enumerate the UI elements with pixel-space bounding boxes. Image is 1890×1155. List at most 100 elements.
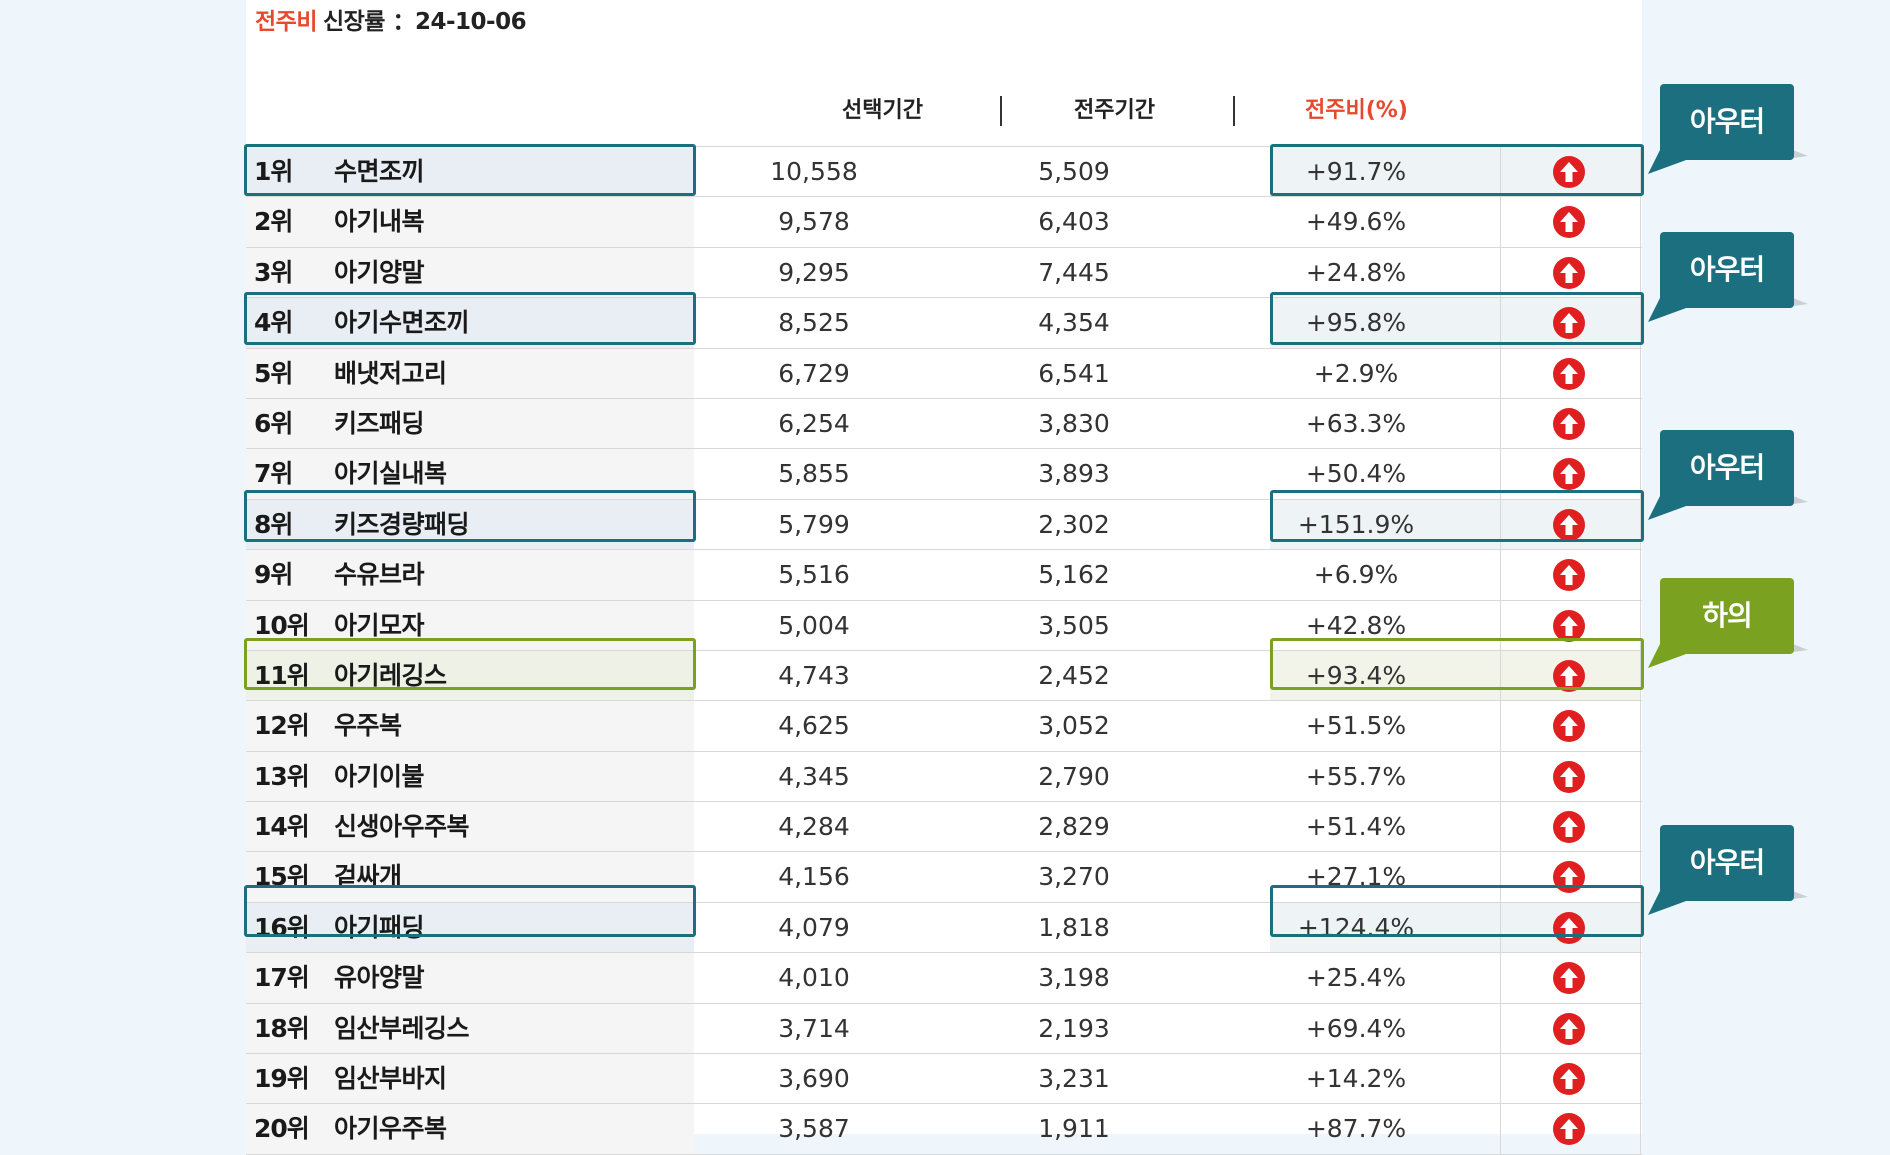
- row-rank: 13위: [254, 761, 310, 791]
- row-divider: [1500, 398, 1501, 449]
- row-previous-week: 5,162: [1038, 560, 1110, 590]
- table-row: 3위 아기양말 9,295 7,445 +24.8%: [246, 247, 1642, 299]
- row-ratio: +24.8%: [1305, 257, 1407, 287]
- up-arrow-circle-icon: [1553, 911, 1585, 944]
- row-divider: [1500, 197, 1501, 247]
- ranking-table: 1위 수면조끼 10,558 5,509 +91.7% 2위 아기내복 9,578 6,403 +…: [246, 146, 1642, 1155]
- up-arrow-circle-icon: [1553, 307, 1585, 340]
- row-divider: [1500, 701, 1501, 751]
- row-ratio: +95.8%: [1305, 308, 1407, 338]
- row-divider: [1640, 902, 1641, 953]
- row-label-bg: [246, 298, 694, 348]
- row-selected-period: 4,743: [778, 660, 850, 690]
- row-keyword: 배냇저고리: [334, 358, 447, 388]
- category-tag: 하의: [1648, 578, 1808, 668]
- table-row: 20위 아기우주복 3,587 1,911 +87.7%: [246, 1104, 1642, 1155]
- row-previous-week: 3,830: [1038, 408, 1110, 438]
- row-selected-period: 8,525: [778, 308, 850, 338]
- page-title: 전주비 신장률 ：24-10-06: [255, 2, 527, 36]
- row-rank: 12위: [254, 711, 310, 741]
- table-row: 11위 아기레깅스 4,743 2,452 +93.4%: [246, 650, 1642, 702]
- tag-body: [1660, 232, 1794, 309]
- row-previous-week: 2,790: [1038, 761, 1110, 791]
- row-keyword: 우주복: [334, 711, 402, 741]
- row-selected-period: 3,587: [778, 1114, 850, 1144]
- row-keyword: 아기실내복: [334, 459, 447, 489]
- row-divider: [1500, 550, 1501, 600]
- row-divider: [1640, 1104, 1641, 1154]
- row-label-bg: [246, 348, 694, 398]
- tag-label: 하의: [1702, 599, 1753, 632]
- row-previous-week: 2,302: [1038, 509, 1110, 539]
- row-keyword: 아기패딩: [334, 912, 425, 942]
- row-ratio: +51.5%: [1305, 711, 1407, 741]
- table-row: 8위 키즈경량패딩 5,799 2,302 +151.9%: [246, 499, 1642, 551]
- row-keyword: 임산부레깅스: [334, 1013, 470, 1043]
- row-divider: [1640, 499, 1641, 550]
- category-tag: 아우터: [1648, 232, 1808, 323]
- table-row: 16위 아기패딩 4,079 1,818 +124.4%: [246, 902, 1642, 954]
- up-arrow-circle-icon: [1553, 962, 1585, 995]
- row-selected-period: 5,516: [778, 560, 850, 590]
- row-divider: [1640, 701, 1641, 751]
- row-divider: [1640, 348, 1641, 398]
- up-arrow-circle-icon: [1553, 357, 1585, 390]
- row-selected-period: 3,690: [778, 1064, 850, 1094]
- title-accent: 전주비: [255, 9, 317, 35]
- row-previous-week: 5,509: [1038, 157, 1110, 186]
- row-selected-period: 9,295: [778, 257, 850, 287]
- row-selected-period: 3,714: [778, 1013, 850, 1043]
- row-keyword: 신생아우주복: [334, 812, 470, 842]
- up-arrow-circle-icon: [1553, 659, 1585, 692]
- row-label-bg: [246, 802, 694, 852]
- row-selected-period: 4,625: [778, 711, 850, 741]
- row-previous-week: 3,893: [1038, 459, 1110, 489]
- row-divider: [1640, 852, 1641, 902]
- row-ratio: +55.7%: [1305, 761, 1407, 791]
- row-ratio: +93.4%: [1305, 660, 1407, 690]
- row-ratio: +49.6%: [1305, 207, 1407, 237]
- row-previous-week: 4,354: [1038, 308, 1110, 338]
- row-ratio: +27.1%: [1305, 862, 1407, 892]
- row-previous-week: 3,270: [1038, 862, 1110, 892]
- table-row: 18위 임산부레깅스 3,714 2,193 +69.4%: [246, 1003, 1642, 1055]
- row-rank: 16위: [254, 912, 310, 942]
- row-selected-period: 5,004: [778, 610, 850, 640]
- row-keyword: 아기내복: [334, 207, 425, 237]
- row-divider: [1500, 499, 1501, 550]
- up-arrow-circle-icon: [1553, 609, 1585, 642]
- row-divider: [1500, 449, 1501, 499]
- tag-label: 아우터: [1689, 846, 1765, 879]
- row-divider: [1500, 650, 1501, 701]
- row-divider: [1500, 953, 1501, 1003]
- row-divider: [1640, 298, 1641, 348]
- row-rank: 1위: [254, 157, 293, 186]
- row-label-bg: [246, 147, 694, 197]
- up-arrow-circle-icon: [1553, 811, 1585, 844]
- table-row: 1위 수면조끼 10,558 5,509 +91.7%: [246, 146, 1642, 198]
- row-divider: [1640, 449, 1641, 499]
- row-divider: [1640, 751, 1641, 802]
- row-ratio: +42.8%: [1305, 610, 1407, 640]
- up-arrow-circle-icon: [1553, 1012, 1585, 1045]
- up-arrow-circle-icon: [1553, 710, 1585, 743]
- row-divider: [1640, 600, 1641, 650]
- row-ratio: +51.4%: [1305, 812, 1407, 842]
- table-row: 4위 아기수면조끼 8,525 4,354 +95.8%: [246, 298, 1642, 349]
- table-row: 10위 아기모자 5,004 3,505 +42.8%: [246, 600, 1642, 651]
- header-previous-week: 전주기간: [1074, 98, 1155, 123]
- row-rank: 9위: [254, 560, 293, 590]
- row-previous-week: 2,829: [1038, 812, 1110, 842]
- tag-body: [1660, 578, 1794, 654]
- up-arrow-circle-icon: [1553, 1063, 1585, 1096]
- row-keyword: 아기이불: [334, 761, 425, 791]
- table-row: 19위 임산부바지 3,690 3,231 +14.2%: [246, 1054, 1642, 1105]
- row-keyword: 아기수면조끼: [334, 308, 470, 338]
- row-label-bg: [246, 247, 694, 298]
- row-previous-week: 3,052: [1038, 711, 1110, 741]
- row-ratio: +50.4%: [1305, 459, 1407, 489]
- row-keyword: 겉싸개: [334, 862, 402, 892]
- row-selected-period: 5,855: [778, 459, 850, 489]
- row-previous-week: 7,445: [1038, 257, 1110, 287]
- row-previous-week: 3,198: [1038, 963, 1110, 993]
